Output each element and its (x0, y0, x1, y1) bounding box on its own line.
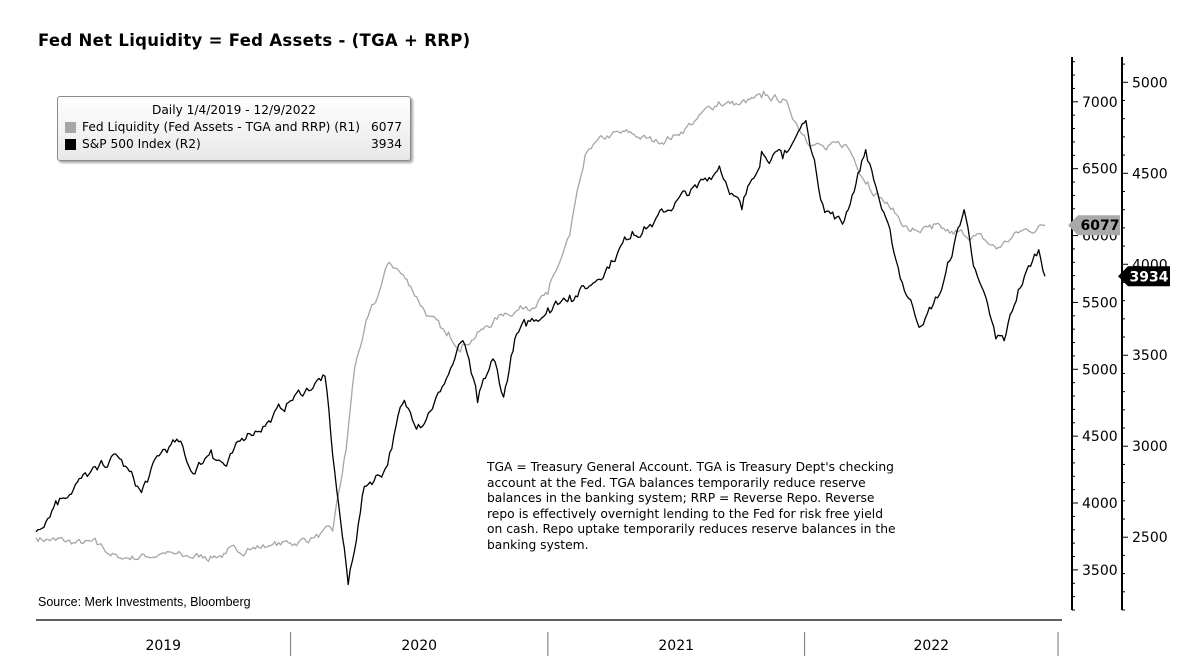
r1-axis-tick-label: 6500 (1082, 162, 1118, 178)
r2-axis-tick-label: 3500 (1132, 348, 1168, 364)
legend-label-sp500: S&P 500 Index (R2) (82, 137, 201, 151)
series-fed-liquidity-line (35, 90, 1046, 562)
legend-swatch-sp500 (65, 139, 76, 150)
x-tick-label: 2019 (145, 638, 181, 654)
legend-item-fed-liquidity: Fed Liquidity (Fed Assets - TGA and RRP)… (65, 120, 402, 136)
legend-item-sp500: S&P 500 Index (R2) 3934 (65, 137, 402, 153)
last-value-label-fed-liquidity: 6077 (1081, 218, 1120, 234)
legend-value-fed-liquidity: 6077 (370, 120, 402, 134)
r1-axis-tick-label: 7000 (1082, 95, 1118, 111)
plot-lines (35, 90, 1046, 586)
r2-axis-tick-label: 4500 (1132, 166, 1168, 182)
legend: Daily 1/4/2019 - 12/9/2022 Fed Liquidity… (57, 96, 411, 161)
chart-title: Fed Net Liquidity = Fed Assets - (TGA + … (38, 31, 471, 50)
source-note: Source: Merk Investments, Bloomberg (38, 595, 251, 609)
r2-axis-tick-label: 5000 (1132, 75, 1168, 91)
legend-period: Daily 1/4/2019 - 12/9/2022 (151, 103, 317, 117)
axes: 2019 2020 2021 2022350040004500500055006000… (36, 57, 1170, 656)
r2-axis-tick-label: 3000 (1132, 439, 1168, 455)
legend-value-sp500: 3934 (370, 137, 402, 151)
r2-axis-tick-label: 2500 (1132, 530, 1168, 546)
legend-swatch-fed-liquidity (65, 122, 76, 133)
x-tick-label: 2021 (658, 638, 694, 654)
legend-label-fed-liquidity: Fed Liquidity (Fed Assets - TGA and RRP)… (82, 120, 361, 134)
r1-axis-tick-label: 4000 (1082, 496, 1118, 512)
x-tick-label: 2020 (401, 638, 437, 654)
r1-axis-tick-label: 5000 (1082, 362, 1118, 378)
x-tick-label: 2022 (913, 638, 949, 654)
r1-axis-tick-label: 4500 (1082, 429, 1118, 445)
r1-axis-tick-label: 5500 (1082, 295, 1118, 311)
r1-axis-tick-label: 3500 (1082, 563, 1118, 579)
last-value-label-sp500: 3934 (1130, 269, 1169, 285)
annotation-note: TGA = Treasury General Account. TGA is T… (487, 460, 896, 552)
last-value-tag-sp500 (1118, 266, 1170, 287)
series-sp500-line (35, 119, 1046, 586)
last-value-tag-fed-liquidity (1068, 215, 1120, 236)
